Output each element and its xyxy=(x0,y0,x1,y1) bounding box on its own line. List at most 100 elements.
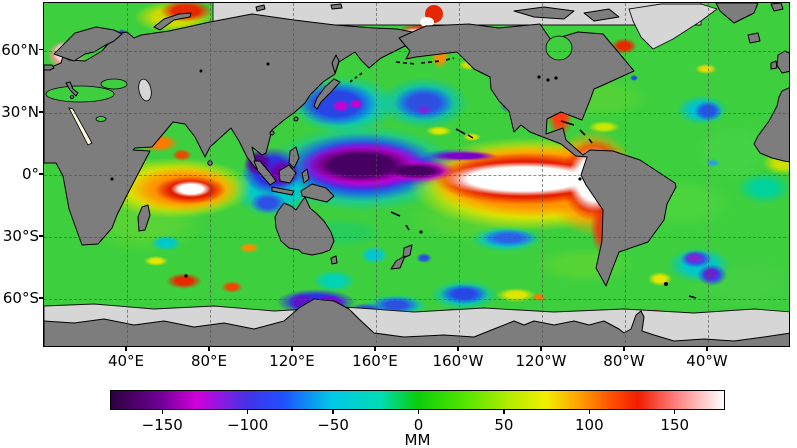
red-sea xyxy=(68,107,93,146)
falkland-islands xyxy=(664,282,668,286)
east-greenland-coast xyxy=(715,3,759,24)
colorbar: MM −150 −100 −50 0 50 100 150 xyxy=(110,390,725,448)
vanuatu xyxy=(405,224,410,231)
black-sea xyxy=(100,78,128,90)
colorbar-tick-label: −100 xyxy=(227,416,269,434)
lon-axis-tick xyxy=(706,347,708,351)
lat-tick-label: 30°N xyxy=(1,102,39,121)
java xyxy=(271,186,295,196)
lon-tick-label: 80°E xyxy=(190,352,228,370)
lon-axis-tick xyxy=(291,347,293,351)
taiwan xyxy=(293,116,299,122)
lat-axis-tick xyxy=(39,48,43,51)
lon-tick-label: 160°W xyxy=(432,352,484,370)
lon-axis-tick xyxy=(208,347,210,351)
scandinavia xyxy=(53,26,123,62)
colorbar-tick-label: 150 xyxy=(660,416,690,434)
tasmania xyxy=(330,255,338,265)
england xyxy=(44,64,55,71)
lat-axis-tick xyxy=(39,235,43,237)
philippines xyxy=(288,146,300,169)
sicily xyxy=(69,94,75,100)
fiji xyxy=(419,230,423,234)
new-guinea xyxy=(300,183,335,203)
lat-axis-tick xyxy=(39,173,43,175)
galapagos xyxy=(578,177,582,181)
greenland xyxy=(628,3,718,50)
colorbar-gradient xyxy=(111,391,724,409)
land-layer xyxy=(44,3,789,346)
sri-lanka xyxy=(207,160,213,166)
colorbar-tick-label: −150 xyxy=(141,416,183,434)
new-zealand-north xyxy=(402,244,413,259)
kuril-islands xyxy=(349,72,363,83)
colorbar-tick xyxy=(332,410,334,414)
colorbar-tick xyxy=(503,410,505,414)
lon-tick-label: 120°W xyxy=(515,352,567,370)
lat-axis-tick xyxy=(39,297,43,299)
australia xyxy=(274,196,335,256)
colorbar-tick xyxy=(588,410,591,414)
island-chains xyxy=(349,57,697,299)
colorbar-tick xyxy=(161,410,163,414)
iberia-west-africa xyxy=(753,87,789,163)
aleutian-islands xyxy=(395,57,455,65)
lat-tick-label: 0° xyxy=(21,164,39,183)
lon-tick-label: 40°E xyxy=(107,352,145,370)
colorbar-tick xyxy=(417,410,420,414)
lakes xyxy=(110,62,558,181)
madagascar xyxy=(137,204,151,232)
lon-axis-tick xyxy=(125,347,127,351)
caribbean-islands xyxy=(560,120,593,144)
persian-gulf xyxy=(95,116,107,122)
lat-axis-tick xyxy=(39,110,43,113)
lon-tick-label: 120°E xyxy=(269,352,315,370)
colorbar-tick xyxy=(674,410,676,414)
map-panel xyxy=(43,2,790,347)
sumatra xyxy=(253,160,277,186)
sulawesi xyxy=(301,168,310,184)
colorbar-tick-label: 0 xyxy=(413,416,424,434)
colorbar-unit-label: MM xyxy=(404,431,431,448)
lon-axis-tick xyxy=(374,347,376,351)
baffin-island xyxy=(583,8,620,22)
lat-tick-label: 60°S xyxy=(2,289,39,307)
new-zealand-south xyxy=(390,255,406,270)
canadian-arctic-islands xyxy=(513,6,575,20)
lon-tick-label: 80°W xyxy=(603,352,645,370)
south-georgia xyxy=(688,295,697,299)
continent-americas xyxy=(398,23,677,287)
colorbar-tick-label: 100 xyxy=(575,416,604,434)
hawaiian-islands xyxy=(455,128,474,139)
mediterranean-sea xyxy=(45,85,115,103)
continent-afro-eurasia xyxy=(44,13,439,246)
colorbar-tick xyxy=(246,410,249,414)
severnaya-zemlya xyxy=(255,4,266,12)
japan xyxy=(313,78,341,110)
bering-strait-white-patch xyxy=(420,17,434,27)
colorbar-tick-label: 50 xyxy=(494,416,514,434)
lat-tick-label: 60°N xyxy=(1,40,39,59)
italy xyxy=(65,81,79,97)
lon-axis-tick xyxy=(540,347,542,351)
sakhalin xyxy=(331,54,340,74)
united-kingdom xyxy=(776,50,789,74)
hainan xyxy=(269,130,275,136)
hudson-bay xyxy=(545,35,573,61)
novaya-zemlya xyxy=(153,12,192,31)
kerguelen xyxy=(184,274,188,278)
new-siberian-islands xyxy=(330,3,343,10)
caspian-sea xyxy=(138,78,152,102)
colorbar-tick-label: −50 xyxy=(317,416,349,434)
lon-axis-tick xyxy=(457,347,459,351)
lon-tick-label: 160°E xyxy=(352,352,398,370)
iceland xyxy=(747,32,761,44)
lat-tick-label: 30°S xyxy=(2,226,39,245)
svalbard xyxy=(770,3,784,12)
lon-tick-label: 40°W xyxy=(686,352,728,370)
solomon-islands xyxy=(390,211,401,217)
ireland xyxy=(770,60,778,70)
lon-axis-tick xyxy=(623,347,625,351)
antarctica xyxy=(44,298,789,346)
